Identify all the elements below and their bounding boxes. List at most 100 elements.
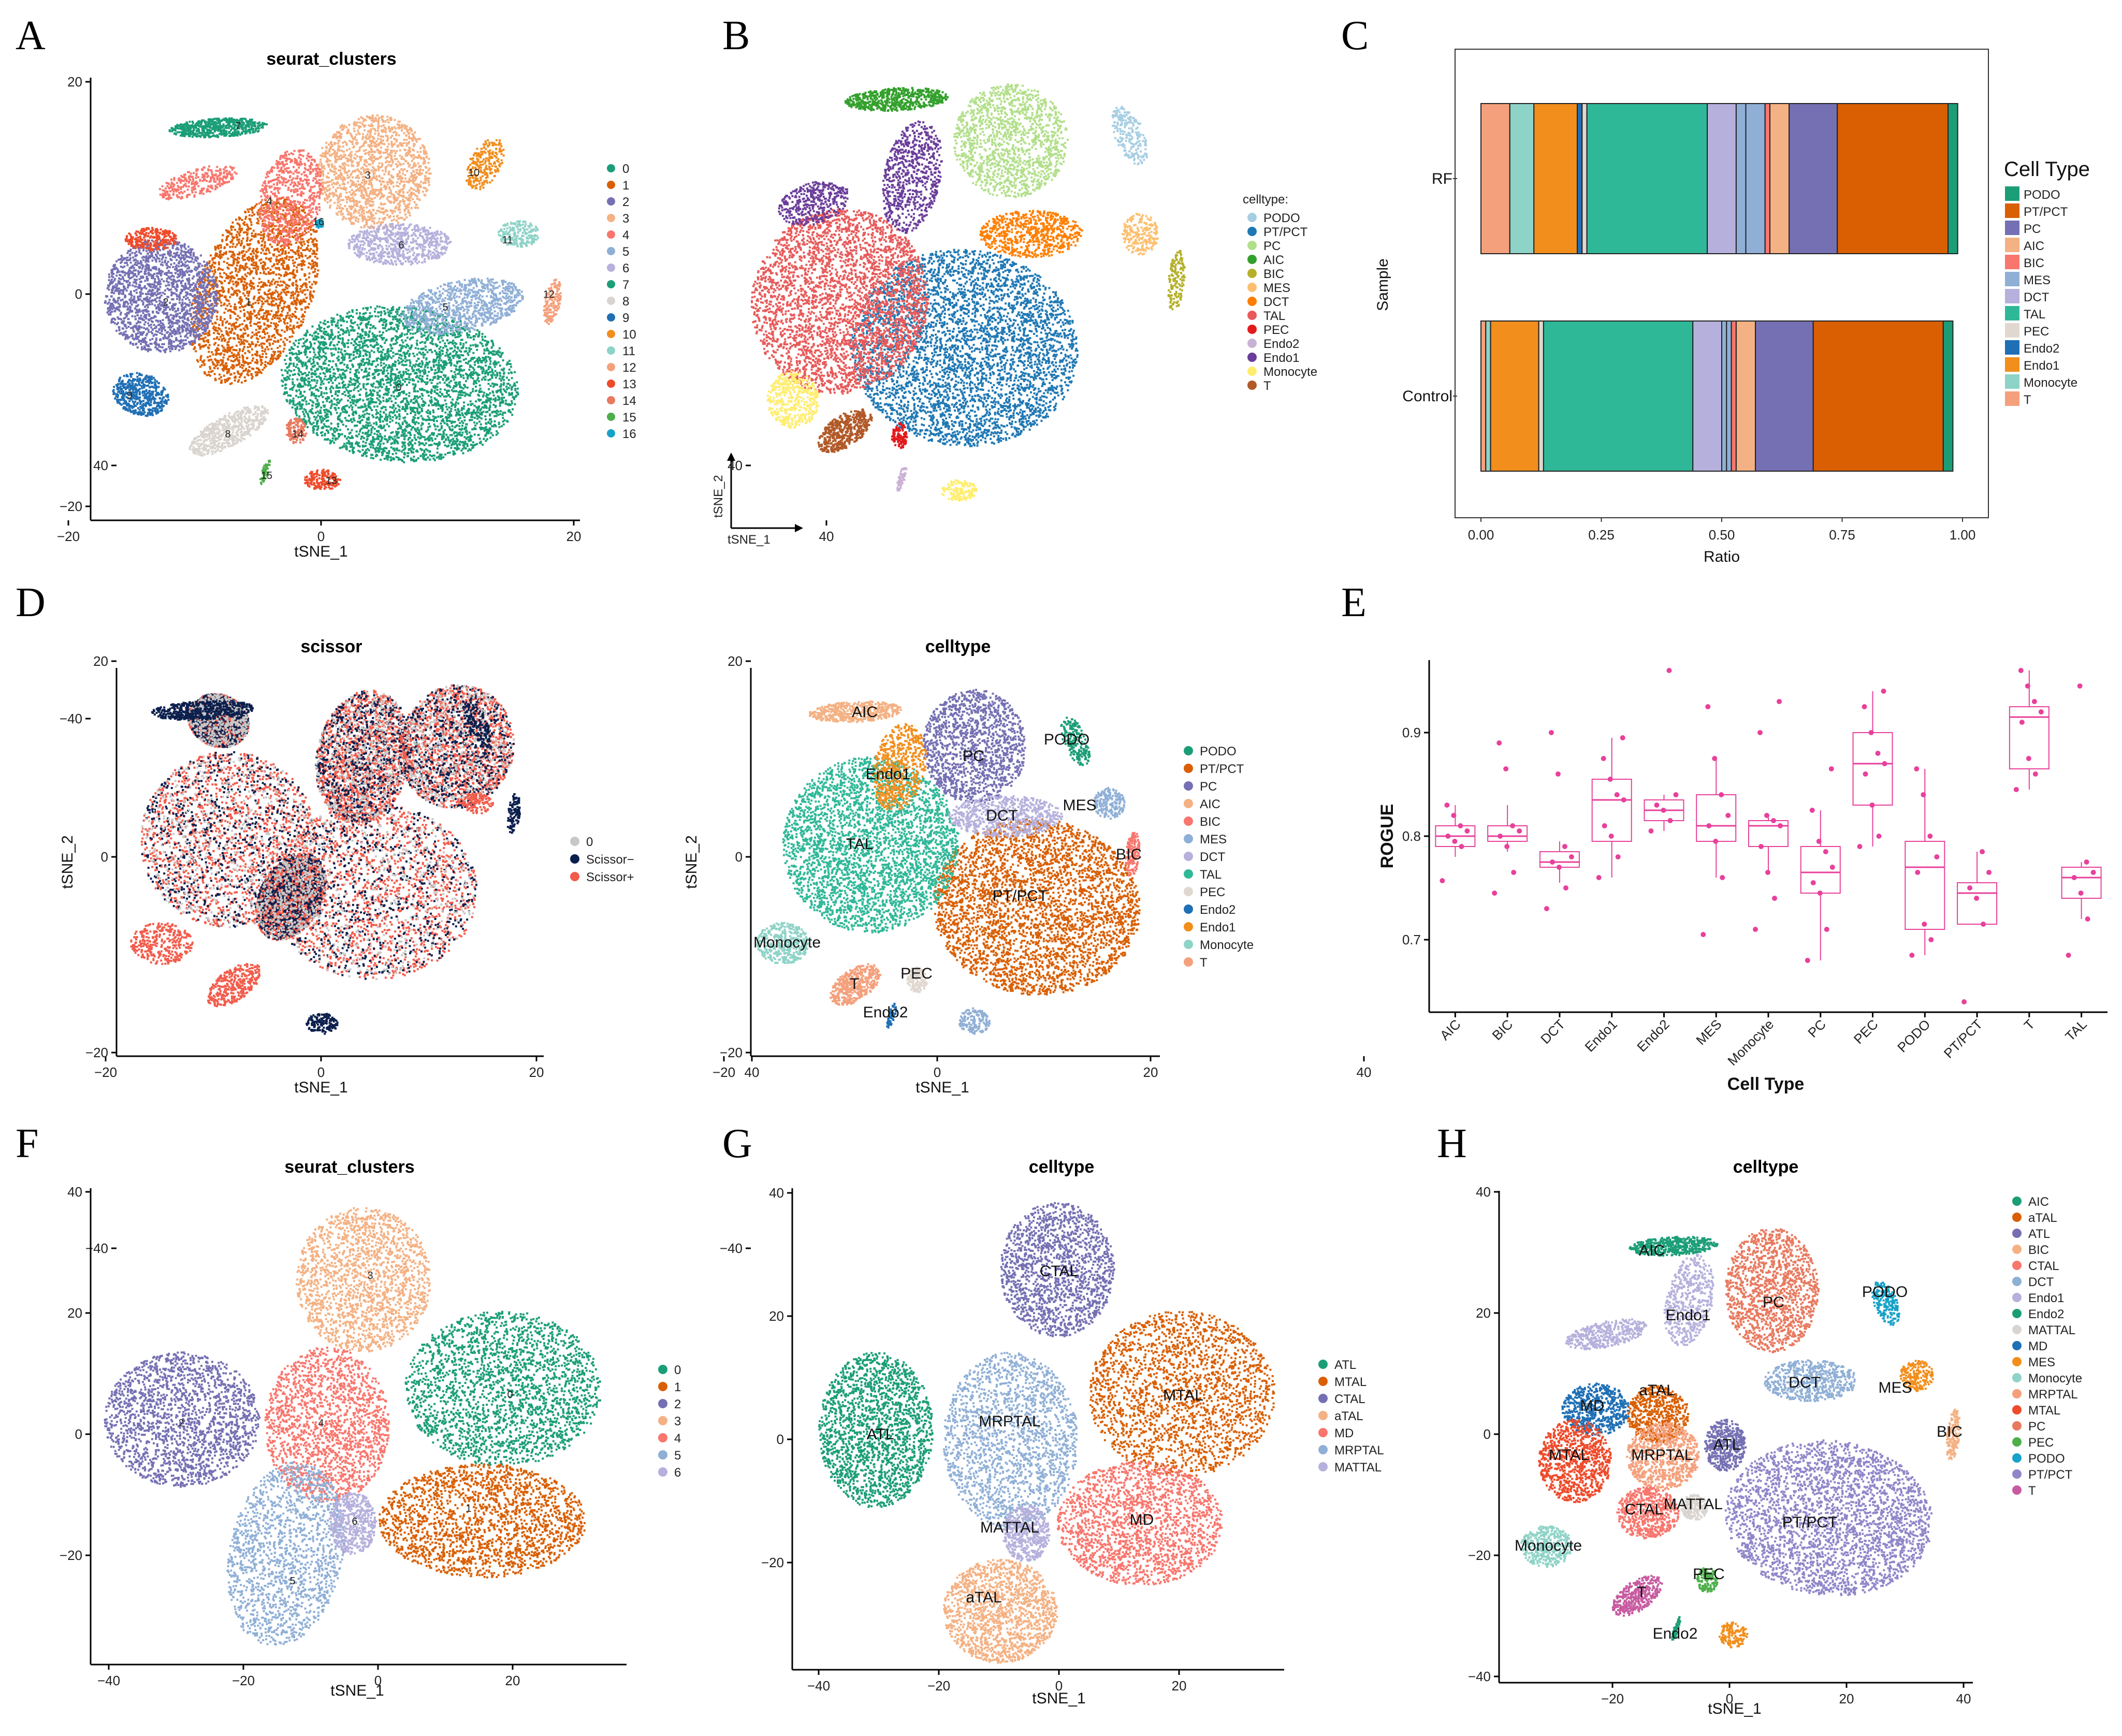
panel-e-point — [1517, 828, 1522, 834]
panel-b-legend-label: BIC — [1263, 267, 1284, 281]
panel-b-legend-swatch — [1247, 311, 1257, 320]
panel-d2-legend-label: T — [1200, 956, 1208, 970]
panel-a-legend-swatch — [607, 297, 615, 305]
panel-f-legend-swatch — [658, 1365, 667, 1374]
panel-a-x-tick-label: −20 — [57, 529, 80, 544]
panel-h-cluster-label: ATL — [1713, 1436, 1741, 1453]
panel-a-cluster-label: 16 — [313, 216, 324, 228]
panel-d1-bic-points — [506, 793, 521, 834]
panel-a-y-tick-label: 20 — [67, 74, 82, 90]
panel-e-box — [1748, 820, 1789, 847]
panel-c-legend-swatch — [2005, 186, 2019, 201]
panel-g-mattal-points — [1002, 1505, 1051, 1562]
panel-b-ylabel: tSNE_2 — [711, 475, 725, 518]
panel-h-legend-label: PEC — [2028, 1436, 2054, 1450]
panel-c-legend-swatch — [2005, 255, 2019, 269]
panel-a-cluster-13b-points — [124, 227, 177, 252]
panel-h-cluster-label: PEC — [1693, 1566, 1725, 1583]
panel-h-cluster-label: T — [1637, 1584, 1646, 1601]
panel-a-cluster-12-points — [543, 279, 562, 325]
panel-h-legend-label: MD — [2028, 1339, 2047, 1353]
panel-a-legend-swatch — [607, 247, 615, 255]
panel-h-ctal-points — [1616, 1486, 1680, 1540]
panel-e-x-tick-label: TAL — [2062, 1016, 2090, 1044]
panel-b-xlabel: tSNE_1 — [728, 533, 771, 547]
panel-e-point — [1673, 792, 1679, 797]
panel-e-point — [1666, 668, 1672, 673]
panel-e-point — [1459, 844, 1464, 849]
panel-h-mattal-points — [1680, 1494, 1708, 1521]
panel-a-y-tick-label: 0 — [75, 286, 82, 302]
panel-b-legend-swatch — [1247, 353, 1257, 362]
panel-c-bar-RF-segment — [1533, 103, 1578, 254]
panel-f-x-tick-label: 0 — [374, 1673, 382, 1688]
panel-c-x-tick-label: 0.25 — [1588, 527, 1615, 543]
panel-e-point — [2090, 870, 2096, 875]
panel-f-x-tick-label: 20 — [505, 1673, 520, 1688]
panel-h-atal-points — [1626, 1385, 1690, 1443]
panel-e-point — [1621, 797, 1626, 803]
panel-b-legend-label: AIC — [1263, 253, 1284, 267]
panel-d1-zero-points — [271, 804, 478, 980]
panel-b-legend-swatch — [1247, 325, 1257, 334]
panel-c-bar-RF-segment — [1789, 103, 1838, 254]
panel-e-point — [1757, 730, 1763, 735]
panel-d1-podo-points — [463, 703, 491, 748]
panel-d2-tal-points — [782, 756, 960, 933]
panel-d2-pc-points — [923, 689, 1026, 804]
panel-e-point — [1961, 999, 1967, 1004]
panel-a-cluster-3-points — [317, 114, 432, 229]
panel-a-legend-swatch — [607, 181, 615, 189]
panel-a: seurat_clusters−200204040200−20−40tSNE_1… — [57, 49, 834, 726]
panel-h-legend-swatch — [2012, 1213, 2022, 1222]
panel-h-legend-swatch — [2012, 1229, 2022, 1238]
panel-e-point — [2071, 875, 2077, 880]
panel-g-ctal-points — [1000, 1202, 1115, 1337]
panel-e-point — [1981, 922, 1986, 927]
panel-f-cluster-label: 2 — [178, 1418, 184, 1429]
panel-d2-legend-swatch — [1184, 869, 1193, 879]
panel-e-point — [1915, 870, 1921, 875]
panel-h-legend-swatch — [2012, 1389, 2022, 1398]
panel-d2-xlabel: tSNE_1 — [915, 1079, 969, 1096]
panel-h-legend-label: PODO — [2028, 1452, 2065, 1466]
panel-e-point — [1809, 808, 1815, 813]
panel-d2-ylabel: tSNE_2 — [683, 835, 700, 888]
panel-c-x-tick-label: 0.50 — [1709, 527, 1735, 543]
panel-h-y-tick-label: 40 — [1476, 1184, 1491, 1200]
panel-d2-legend-label: TAL — [1200, 868, 1222, 882]
panel-e-point — [1648, 828, 1654, 834]
panel-h-cluster-label: MATTAL — [1664, 1496, 1723, 1513]
panel-h-legend-label: MRPTAL — [2028, 1388, 2078, 1402]
panel-e-x-tick-label: Monocyte — [1724, 1016, 1777, 1069]
panel-a-legend-swatch — [607, 214, 615, 222]
panel-e-point — [2025, 683, 2030, 689]
panel-e-point — [1928, 937, 1934, 942]
panel-e-point — [1863, 771, 1868, 777]
panel-d1-aic-minus-points — [151, 700, 254, 721]
panel-d2-title: celltype — [925, 637, 991, 657]
panel-a-legend-label: 4 — [622, 228, 629, 242]
panel-d2-legend-label: Endo2 — [1200, 903, 1236, 917]
panel-c-x-tick-label: 1.00 — [1950, 527, 1976, 543]
panel-e-x-tick-label: BIC — [1489, 1016, 1516, 1043]
panel-e-point — [1713, 839, 1719, 844]
panel-d2-legend-label: PC — [1200, 780, 1217, 794]
panel-c-legend-label: Endo1 — [2024, 359, 2059, 373]
panel-f-cluster-label: 5 — [289, 1575, 295, 1587]
panel-h-legend-swatch — [2012, 1421, 2022, 1431]
panel-c-bar-RF-segment — [1577, 103, 1583, 254]
panel-d2-legend-label: BIC — [1200, 815, 1220, 829]
panel-c-bar-RF-segment — [1509, 103, 1535, 254]
panel-a-cluster-label: 1 — [245, 297, 251, 308]
panel-e-point — [2077, 683, 2083, 689]
panel-c-legend-label: BIC — [2024, 256, 2044, 270]
panel-g-cluster-label: MTAL — [1163, 1387, 1203, 1404]
panel-d2-legend-label: AIC — [1200, 797, 1220, 811]
panel-e-point — [1458, 823, 1463, 828]
panel-h-legend-swatch — [2012, 1357, 2022, 1366]
panel-d1-legend-label: Scissor+ — [586, 870, 634, 884]
panel-e-point — [1805, 958, 1810, 963]
panel-label-D: D — [16, 580, 46, 625]
panel-h-xlabel: tSNE_1 — [1708, 1700, 1761, 1717]
